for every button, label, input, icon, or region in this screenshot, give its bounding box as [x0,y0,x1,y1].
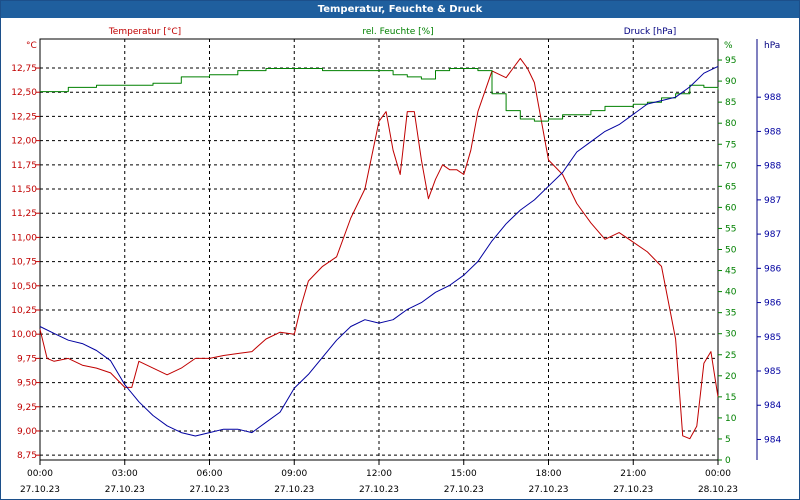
humidity-tick-label: 15 [725,393,736,403]
humidity-axis-label: rel. Feuchte [%] [362,27,433,37]
temperature-tick-label: 12,50 [11,88,37,98]
x-tick-date: 27.10.23 [528,485,568,495]
humidity-tick-label: 30 [725,330,737,340]
x-tick-date: 28.10.23 [698,485,738,495]
humidity-tick-label: 70 [725,161,737,171]
x-tick-time: 12:00 [366,469,392,479]
pressure-tick-label: 987 [764,196,781,206]
pressure-tick-labels: 988 988 988 987 987 986 986 985 985 984 984 [757,93,781,445]
temperature-tick-label: 10,00 [11,330,37,340]
pressure-tick-label: 985 [764,333,781,343]
humidity-tick-label: 5 [725,435,731,445]
pressure-tick-label: 988 [764,93,781,103]
temperature-tick-labels: 12,75 12,50 12,25 12,00 11,75 11,50 11,25 11,00… [11,64,40,461]
series-lines [39,57,719,440]
humidity-tick-label: 35 [725,309,736,319]
temperature-tick-label: 12,00 [11,137,37,147]
x-tick-time: 06:00 [197,469,223,479]
humidity-tick-label: 45 [725,267,736,277]
pressure-tick-label: 984 [764,435,781,445]
pressure-tick-label: 988 [764,162,781,172]
temperature-tick-label: 10,25 [11,306,37,316]
x-tick-time: 00:00 [27,469,53,479]
humidity-tick-label: 40 [725,288,737,298]
pressure-unit-label: hPa [764,41,780,51]
x-tick-time: 03:00 [112,469,138,479]
temperature-tick-label: 11,00 [11,233,37,243]
grid-lines [40,39,718,460]
temperature-tick-label: 9,50 [17,379,37,389]
humidity-unit-label: % [724,41,733,51]
temperature-tick-label: 9,25 [17,403,37,413]
x-tick-time: 18:00 [536,469,562,479]
x-tick-date: 27.10.23 [613,485,653,495]
pressure-series-line [39,65,719,437]
x-tick-date: 27.10.23 [105,485,145,495]
humidity-tick-label: 10 [725,414,737,424]
x-tick-time: 21:00 [620,469,646,479]
x-tick-time: 09:00 [281,469,307,479]
temperature-tick-label: 8,75 [17,451,37,461]
temperature-series-line [39,57,719,440]
pressure-axis-label: Druck [hPa] [624,27,677,37]
pressure-tick-label: 984 [764,401,781,411]
temperature-tick-label: 11,50 [11,185,37,195]
humidity-tick-label: 85 [725,98,736,108]
x-tick-labels: 00:00 27.10.23 03:00 27.10.23 06:00 27.10.23 0… [20,460,738,495]
temperature-tick-label: 9,75 [17,354,37,364]
humidity-tick-label: 55 [725,224,736,234]
temperature-tick-label: 11,75 [11,161,37,171]
humidity-tick-label: 95 [725,56,736,66]
x-tick-time: 15:00 [451,469,477,479]
humidity-tick-label: 75 [725,140,736,150]
pressure-tick-label: 987 [764,230,781,240]
x-tick-date: 27.10.23 [359,485,399,495]
temperature-unit-label: °C [26,41,37,51]
humidity-tick-label: 50 [725,246,737,256]
pressure-tick-label: 985 [764,367,781,377]
temperature-tick-label: 10,75 [11,258,37,268]
window-title: Temperatur, Feuchte & Druck [1,1,799,18]
x-tick-date: 27.10.23 [189,485,229,495]
pressure-tick-label: 988 [764,127,781,137]
temperature-tick-label: 9,00 [17,427,37,437]
humidity-tick-label: 65 [725,182,736,192]
humidity-tick-label: 20 [725,372,737,382]
x-tick-date: 27.10.23 [20,485,60,495]
x-tick-time: 00:00 [705,469,731,479]
humidity-tick-label: 60 [725,203,737,213]
x-tick-date: 27.10.23 [444,485,484,495]
pressure-tick-label: 986 [764,264,781,274]
temperature-tick-label: 12,25 [11,112,37,122]
humidity-tick-label: 25 [725,351,736,361]
x-tick-date: 27.10.23 [274,485,314,495]
humidity-tick-label: 0 [725,456,731,466]
temperature-tick-label: 11,25 [11,209,37,219]
temperature-tick-label: 10,50 [11,282,37,292]
humidity-tick-label: 80 [725,119,737,129]
temperature-axis-label: Temperatur [°C] [108,27,181,37]
humidity-tick-label: 90 [725,77,737,87]
temperature-tick-label: 12,75 [11,64,37,74]
pressure-tick-label: 986 [764,299,781,309]
